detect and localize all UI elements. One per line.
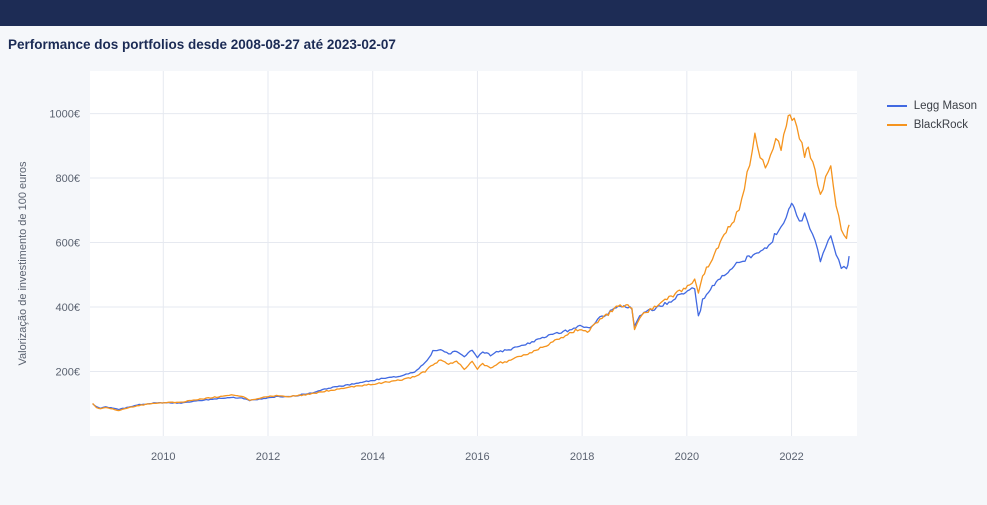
series-line-legg-mason [92,202,850,411]
x-tick-label: 2016 [465,451,489,463]
x-tick-label: 2014 [360,451,384,463]
y-tick-label: 400€ [56,302,80,314]
y-tick-label: 600€ [56,238,80,250]
legend-item-legg-mason[interactable]: Legg Mason [886,100,977,112]
plot-background [90,71,857,436]
y-axis-title: Valorização de investimento de 100 euros [17,161,29,366]
x-tick-label: 2020 [675,451,699,463]
y-tick-label: 200€ [56,367,80,379]
x-tick-label: 2010 [151,451,175,463]
top-navigation-bar [0,0,987,26]
x-tick-label: 2012 [256,451,280,463]
y-tick-label: 800€ [56,173,80,185]
chart-legend: Legg Mason BlackRock [886,100,977,138]
chart-title: Performance dos portfolios desde 2008-08… [8,37,396,52]
legend-swatch-legg-mason [886,105,907,107]
y-tick-label: 1000€ [49,109,80,121]
legend-swatch-blackrock [886,124,907,126]
legend-item-blackrock[interactable]: BlackRock [886,119,977,131]
legend-label-legg-mason: Legg Mason [913,100,977,112]
chart-area: 200€ 400€ 600€ 800€ 1000€ 2010 2012 2014 2016 201… [0,56,987,486]
series-line-blackrock [92,114,850,412]
legend-label-blackrock: BlackRock [913,119,969,131]
x-tick-label: 2018 [570,451,594,463]
line-chart-canvas[interactable]: 200€ 400€ 600€ 800€ 1000€ 2010 2012 2014 2016 201… [0,56,987,486]
x-tick-label: 2022 [779,451,803,463]
